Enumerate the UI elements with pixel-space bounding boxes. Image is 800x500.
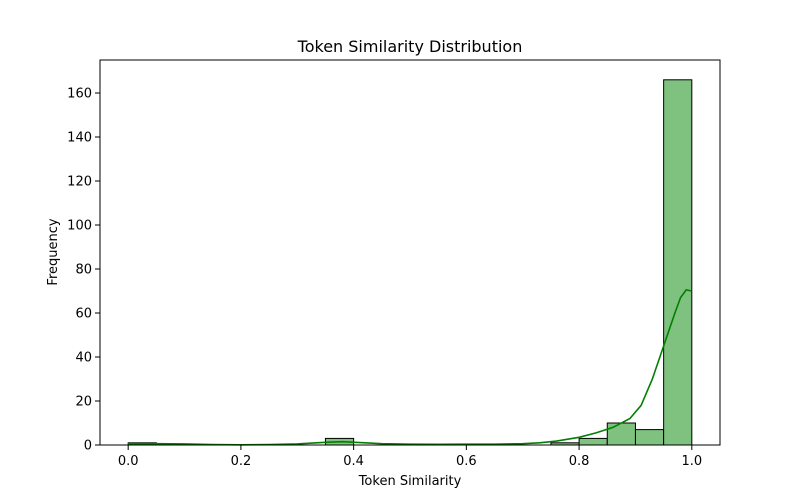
x-tick-label: 0.8 — [569, 454, 590, 469]
y-tick-label: 100 — [67, 219, 92, 234]
x-tick-label: 1.0 — [681, 454, 702, 469]
histogram-bar — [663, 79, 693, 446]
x-tick-label: 0.0 — [118, 454, 139, 469]
y-tick-label: 80 — [75, 263, 92, 278]
histogram-bar — [578, 437, 608, 446]
y-tick-label: 20 — [75, 395, 92, 410]
y-tick-label: 160 — [67, 87, 92, 102]
y-tick-label: 40 — [75, 351, 92, 366]
plot-frame — [99, 59, 721, 446]
x-axis-ticks: 0.0 0.2 0.4 0.6 0.8 1.0 — [118, 445, 702, 469]
y-axis-label: Frequency — [46, 218, 61, 285]
x-tick-label: 0.4 — [343, 454, 364, 469]
y-tick-label: 0 — [84, 439, 92, 454]
histogram-bar — [634, 429, 665, 446]
y-tick-label: 60 — [75, 307, 92, 322]
kde-curve — [128, 289, 692, 446]
y-axis-ticks: 0 20 40 60 80 100 120 140 160 — [67, 87, 100, 454]
histogram-bars — [127, 79, 693, 446]
x-axis-label: Token Similarity — [358, 474, 462, 489]
y-tick-label: 120 — [67, 175, 92, 190]
x-tick-label: 0.6 — [456, 454, 477, 469]
x-tick-label: 0.2 — [231, 454, 252, 469]
chart-title: Token Similarity Distribution — [297, 37, 523, 56]
histogram-bar — [606, 422, 636, 446]
y-tick-label: 140 — [67, 131, 92, 146]
